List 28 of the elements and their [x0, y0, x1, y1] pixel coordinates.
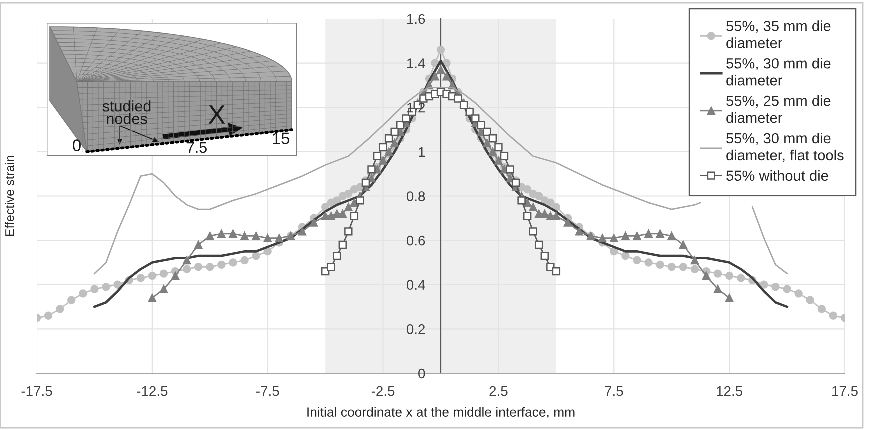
y-tick-label: 1 — [419, 147, 426, 157]
x-tick-label: -12.5 — [137, 386, 168, 396]
y-tick-label: 0.8 — [406, 192, 426, 202]
annotation: 15 — [273, 132, 290, 144]
x-tick-label: -7.5 — [256, 386, 280, 396]
x-tick-label: 7.5 — [605, 386, 624, 396]
x-tick-label: -17.5 — [22, 386, 52, 396]
x-axis-title: Initial coordinate x at the middle interface, mm — [308, 407, 575, 419]
annotation: X — [208, 106, 226, 124]
x-tick-label: 17.5 — [832, 386, 858, 396]
legend-label: 55%, 25 mm die diameter — [726, 96, 831, 124]
y-tick-label: 0.6 — [406, 236, 426, 246]
y-tick-label: 0.4 — [406, 280, 426, 290]
x-tick-label: -2.5 — [372, 386, 395, 396]
legend-label: 55%, 30 mm die diameter — [726, 58, 831, 86]
y-tick-label: 0.2 — [406, 324, 426, 334]
y-tick-label: 1.6 — [407, 14, 426, 24]
annotation: 7.5 — [187, 142, 207, 154]
y-axis-title: Effective strain — [5, 156, 14, 236]
legend-label: 55% without die — [726, 170, 828, 182]
annotation: studied nodes — [102, 100, 151, 124]
legend-label: 55%, 30 mm die diameter, flat tools — [726, 132, 844, 162]
y-tick-label: 0 — [418, 368, 426, 379]
x-tick-label: 2.5 — [490, 386, 508, 396]
x-tick-label: 12.5 — [717, 386, 743, 396]
legend-label: 55%, 35 mm die diameter — [726, 20, 831, 48]
annotation: 0 — [73, 140, 81, 152]
y-tick-label: 1.4 — [407, 58, 426, 68]
